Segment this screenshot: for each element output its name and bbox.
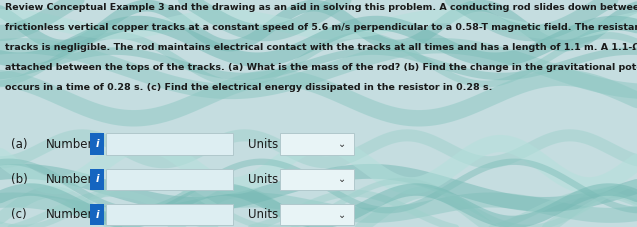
FancyBboxPatch shape <box>106 133 233 155</box>
Text: i: i <box>96 139 99 149</box>
Text: i: i <box>96 210 99 220</box>
Text: Units: Units <box>248 208 278 221</box>
Text: i: i <box>96 174 99 184</box>
FancyBboxPatch shape <box>280 133 354 155</box>
FancyBboxPatch shape <box>280 168 354 190</box>
Text: frictionless vertical copper tracks at a constant speed of 5.6 m/s perpendicular: frictionless vertical copper tracks at a… <box>5 23 637 32</box>
Text: Number: Number <box>46 208 94 221</box>
Text: ⌄: ⌄ <box>338 139 346 149</box>
Text: occurs in a time of 0.28 s. (c) Find the electrical energy dissipated in the res: occurs in a time of 0.28 s. (c) Find the… <box>5 83 492 92</box>
FancyBboxPatch shape <box>90 204 104 225</box>
Text: Units: Units <box>248 173 278 186</box>
FancyBboxPatch shape <box>106 204 233 225</box>
Text: Number: Number <box>46 138 94 151</box>
FancyBboxPatch shape <box>280 204 354 225</box>
FancyBboxPatch shape <box>106 168 233 190</box>
Text: ⌄: ⌄ <box>338 174 346 184</box>
Text: (c): (c) <box>11 208 27 221</box>
Text: attached between the tops of the tracks. (a) What is the mass of the rod? (b) Fi: attached between the tops of the tracks.… <box>5 63 637 72</box>
Text: (b): (b) <box>11 173 28 186</box>
Text: tracks is negligible. The rod maintains electrical contact with the tracks at al: tracks is negligible. The rod maintains … <box>5 43 637 52</box>
Text: Number: Number <box>46 173 94 186</box>
Text: ⌄: ⌄ <box>338 210 346 220</box>
Text: Review Conceptual Example 3 and the drawing as an aid in solving this problem. A: Review Conceptual Example 3 and the draw… <box>5 3 637 12</box>
FancyBboxPatch shape <box>90 168 104 190</box>
FancyBboxPatch shape <box>90 133 104 155</box>
Text: (a): (a) <box>11 138 28 151</box>
Text: Units: Units <box>248 138 278 151</box>
